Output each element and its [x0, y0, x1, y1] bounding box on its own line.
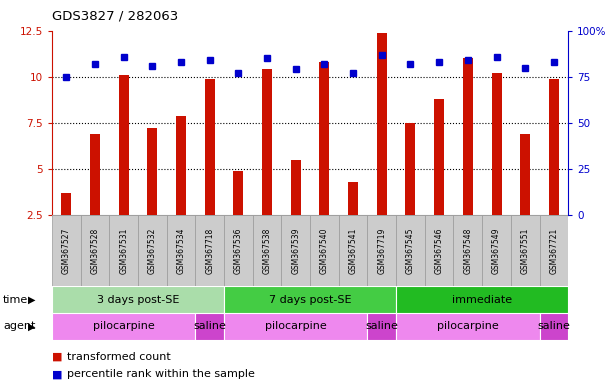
Text: GDS3827 / 282063: GDS3827 / 282063 — [52, 10, 178, 23]
Bar — [491, 73, 502, 215]
Text: GSM367541: GSM367541 — [349, 227, 357, 274]
Bar — [540, 215, 568, 286]
Bar — [52, 286, 224, 313]
Text: GSM367536: GSM367536 — [234, 227, 243, 274]
Text: GSM367721: GSM367721 — [549, 227, 558, 274]
Text: GSM367539: GSM367539 — [291, 227, 300, 274]
Bar — [549, 79, 559, 215]
Text: GSM367532: GSM367532 — [148, 227, 157, 274]
Bar — [396, 215, 425, 286]
Bar — [167, 215, 196, 286]
Bar — [147, 128, 158, 215]
Bar — [196, 313, 224, 340]
Bar — [282, 215, 310, 286]
Text: GSM367551: GSM367551 — [521, 227, 530, 274]
Bar — [348, 182, 358, 215]
Bar — [224, 286, 396, 313]
Bar — [262, 70, 272, 215]
Bar — [61, 193, 71, 215]
Bar — [520, 134, 530, 215]
Text: GSM367531: GSM367531 — [119, 227, 128, 274]
Bar — [253, 215, 282, 286]
Text: transformed count: transformed count — [67, 352, 171, 362]
Bar — [338, 215, 367, 286]
Text: GSM367719: GSM367719 — [377, 227, 386, 274]
Text: GSM367528: GSM367528 — [90, 227, 100, 274]
Text: GSM367534: GSM367534 — [177, 227, 186, 274]
Bar — [367, 215, 396, 286]
Text: GSM367546: GSM367546 — [434, 227, 444, 274]
Text: 3 days post-SE: 3 days post-SE — [97, 295, 179, 305]
Text: saline: saline — [365, 321, 398, 331]
Bar — [52, 313, 196, 340]
Bar — [406, 123, 415, 215]
Text: GSM367548: GSM367548 — [463, 227, 472, 274]
Text: GSM367527: GSM367527 — [62, 227, 71, 274]
Text: pilocarpine: pilocarpine — [93, 321, 155, 331]
Bar — [291, 160, 301, 215]
Bar — [109, 215, 138, 286]
Bar — [205, 79, 214, 215]
Bar — [511, 215, 540, 286]
Text: GSM367545: GSM367545 — [406, 227, 415, 274]
Bar — [377, 33, 387, 215]
Bar — [320, 62, 329, 215]
Bar — [367, 313, 396, 340]
Bar — [138, 215, 167, 286]
Bar — [224, 313, 367, 340]
Bar — [463, 58, 473, 215]
Text: ▶: ▶ — [28, 321, 35, 331]
Bar — [434, 99, 444, 215]
Bar — [482, 215, 511, 286]
Text: pilocarpine: pilocarpine — [265, 321, 327, 331]
Bar — [119, 75, 129, 215]
Bar — [396, 286, 568, 313]
Bar — [196, 215, 224, 286]
Bar — [396, 313, 540, 340]
Bar — [176, 116, 186, 215]
Text: agent: agent — [3, 321, 35, 331]
Bar — [90, 134, 100, 215]
Bar — [540, 313, 568, 340]
Bar — [224, 215, 253, 286]
Text: pilocarpine: pilocarpine — [437, 321, 499, 331]
Text: ■: ■ — [52, 369, 62, 379]
Text: time: time — [3, 295, 28, 305]
Text: saline: saline — [193, 321, 226, 331]
Text: GSM367718: GSM367718 — [205, 227, 214, 274]
Text: ■: ■ — [52, 352, 62, 362]
Bar — [453, 215, 482, 286]
Text: immediate: immediate — [452, 295, 512, 305]
Text: GSM367538: GSM367538 — [263, 227, 271, 274]
Text: 7 days post-SE: 7 days post-SE — [269, 295, 351, 305]
Text: GSM367549: GSM367549 — [492, 227, 501, 274]
Text: percentile rank within the sample: percentile rank within the sample — [67, 369, 255, 379]
Bar — [81, 215, 109, 286]
Text: ▶: ▶ — [28, 295, 35, 305]
Bar — [233, 171, 243, 215]
Bar — [310, 215, 338, 286]
Text: GSM367540: GSM367540 — [320, 227, 329, 274]
Bar — [425, 215, 453, 286]
Bar — [52, 215, 81, 286]
Text: saline: saline — [538, 321, 570, 331]
